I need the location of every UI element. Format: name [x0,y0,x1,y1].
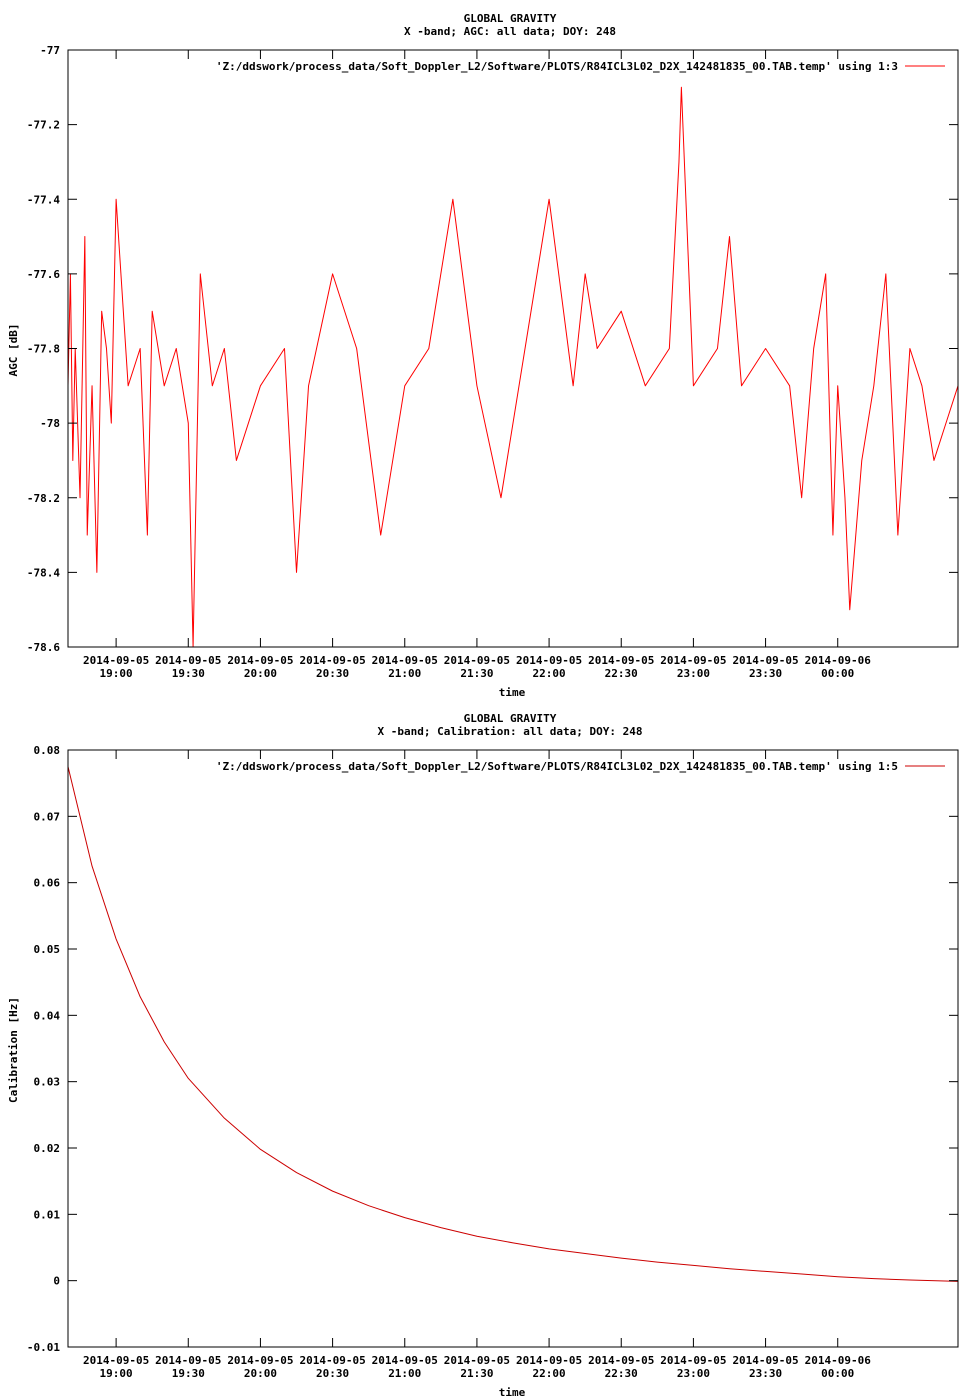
x-tick-label-time: 20:30 [316,1367,349,1380]
y-tick-label: -78.4 [27,566,60,579]
y-tick-label: 0.04 [34,1009,61,1022]
x-tick-label-date: 2014-09-05 [227,654,293,667]
x-tick-label-time: 23:30 [749,667,782,680]
x-tick-label-date: 2014-09-05 [660,654,726,667]
y-tick-label: -77.4 [27,193,60,206]
x-tick-label-time: 21:00 [388,667,421,680]
y-tick-label: 0.07 [34,810,61,823]
x-tick-label-date: 2014-09-05 [732,1354,798,1367]
x-tick-label-time: 22:00 [533,667,566,680]
y-tick-label: -78.2 [27,492,60,505]
x-tick-label-time: 00:00 [821,667,854,680]
series-line [67,86,959,648]
y-axis-label: Calibration [Hz] [7,997,20,1103]
x-tick-label-time: 19:30 [172,1367,205,1380]
y-tick-label: 0.03 [34,1076,61,1089]
x-tick-label-time: 20:00 [244,1367,277,1380]
x-tick-label-date: 2014-09-05 [227,1354,293,1367]
calibration-chart: GLOBAL GRAVITY X -band; Calibration: all… [7,712,959,1399]
chart-title: GLOBAL GRAVITY [464,712,557,725]
y-tick-label: 0.08 [34,744,61,757]
x-tick-label-time: 19:00 [100,667,133,680]
y-tick-label: 0 [53,1275,60,1288]
legend-entry-label: 'Z:/ddswork/process_data/Soft_Doppler_L2… [216,760,898,773]
x-tick-label-time: 00:00 [821,1367,854,1380]
x-tick-label-time: 19:30 [172,667,205,680]
x-tick-label-time: 22:30 [605,667,638,680]
x-tick-label-date: 2014-09-05 [444,654,510,667]
x-tick-label-time: 23:00 [677,1367,710,1380]
x-tick-label-time: 21:30 [460,1367,493,1380]
x-tick-label-date: 2014-09-05 [83,1354,149,1367]
y-tick-label: 0.02 [34,1142,61,1155]
y-tick-label: -77.2 [27,119,60,132]
legend-entry-label: 'Z:/ddswork/process_data/Soft_Doppler_L2… [216,60,898,73]
x-tick-label-date: 2014-09-06 [805,654,872,667]
x-tick-label-date: 2014-09-05 [660,1354,726,1367]
x-tick-label-date: 2014-09-05 [516,1354,582,1367]
x-tick-label-time: 23:30 [749,1367,782,1380]
plot-frame [67,749,959,1348]
chart-title: GLOBAL GRAVITY [464,12,557,25]
y-axis-label: AGC [dB] [7,324,20,377]
y-tick-label: 0.05 [34,943,61,956]
x-tick-label-date: 2014-09-05 [516,654,582,667]
series-line [67,766,959,1282]
chart-subtitle: X -band; Calibration: all data; DOY: 248 [378,725,643,738]
x-tick-label-date: 2014-09-05 [444,1354,510,1367]
x-tick-label-date: 2014-09-05 [155,654,221,667]
y-tick-label: -78.6 [27,641,60,654]
legend: 'Z:/ddswork/process_data/Soft_Doppler_L2… [216,760,945,773]
y-tick-label: -77.6 [27,268,60,281]
y-tick-label: -0.01 [27,1341,60,1354]
chart-subtitle: X -band; AGC: all data; DOY: 248 [404,25,616,38]
x-tick-label-date: 2014-09-05 [299,654,365,667]
x-tick-label-time: 21:00 [388,1367,421,1380]
y-tick-label: 0.06 [34,877,61,890]
x-tick-label-time: 22:30 [605,1367,638,1380]
x-tick-label-time: 19:00 [100,1367,133,1380]
legend: 'Z:/ddswork/process_data/Soft_Doppler_L2… [216,60,945,73]
x-tick-label-date: 2014-09-05 [155,1354,221,1367]
x-tick-label-date: 2014-09-05 [299,1354,365,1367]
plot-frame [67,49,959,648]
x-tick-label-time: 20:30 [316,667,349,680]
x-tick-label-date: 2014-09-05 [588,1354,654,1367]
x-tick-label-time: 23:00 [677,667,710,680]
x-tick-label-date: 2014-09-05 [83,654,149,667]
y-tick-label: -78 [40,417,60,430]
x-tick-label-date: 2014-09-05 [372,654,438,667]
y-tick-label: -77.8 [27,343,60,356]
x-tick-label-date: 2014-09-06 [805,1354,872,1367]
x-tick-label-time: 22:00 [533,1367,566,1380]
agc-chart: GLOBAL GRAVITY X -band; AGC: all data; D… [7,12,959,699]
y-tick-label: 0.01 [34,1208,61,1221]
x-tick-label-date: 2014-09-05 [588,654,654,667]
x-tick-label-date: 2014-09-05 [372,1354,438,1367]
x-axis-label: time [499,686,526,699]
x-axis-label: time [499,1386,526,1399]
x-tick-label-time: 21:30 [460,667,493,680]
x-tick-label-time: 20:00 [244,667,277,680]
x-tick-label-date: 2014-09-05 [732,654,798,667]
y-tick-label: -77 [40,44,60,57]
